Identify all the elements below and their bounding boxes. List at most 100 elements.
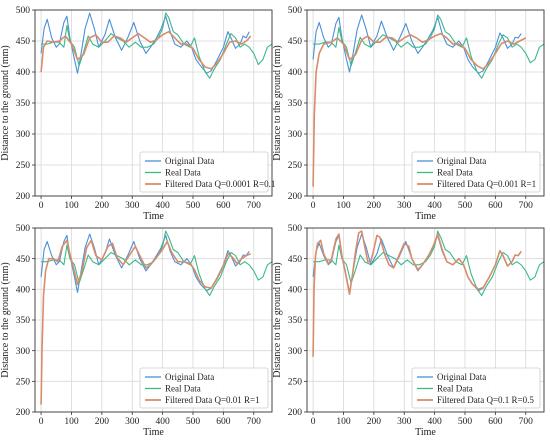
y-tick-label: 500	[16, 6, 31, 16]
y-tick-label: 400	[16, 68, 31, 78]
legend-box	[139, 151, 269, 193]
x-tick-label: 400	[427, 201, 442, 211]
chart-panel-2: 0 100 200 300 400 500 600 700 200 250 300 350 400 450…	[272, 6, 545, 222]
y-tick-label: 200	[288, 192, 303, 202]
y-tick-label: 350	[16, 316, 31, 326]
x-tick-label: 0	[39, 417, 44, 427]
y-tick-label: 200	[16, 408, 31, 418]
chart-panel-3: 0 100 200 300 400 500 600 700 200 250 300 350 400 450…	[0, 224, 273, 438]
x-tick-label: 200	[95, 417, 110, 427]
x-tick-label: 200	[367, 201, 382, 211]
y-tick-label: 300	[16, 130, 31, 140]
legend-label: Original Data	[165, 372, 214, 382]
y-tick-label: 450	[288, 255, 303, 265]
y-tick-label: 500	[16, 224, 31, 234]
x-tick-label: 100	[336, 201, 351, 211]
x-tick-label: 700	[519, 201, 534, 211]
x-tick-label: 400	[155, 417, 170, 427]
y-tick-label: 350	[288, 316, 303, 326]
x-tick-label: 0	[39, 201, 44, 211]
x-tick-label: 300	[125, 417, 140, 427]
x-tick-label: 100	[64, 201, 79, 211]
x-axis-label: Time	[415, 211, 436, 222]
y-tick-label: 250	[288, 378, 303, 388]
y-tick-label: 500	[288, 224, 303, 234]
y-tick-label: 200	[16, 192, 31, 202]
x-tick-label: 500	[458, 417, 473, 427]
legend-label: Filtered Data Q=0.0001 R=0.1	[165, 179, 275, 189]
legend-label: Original Data	[165, 156, 214, 166]
x-tick-label: 100	[336, 417, 351, 427]
series-line-3	[312, 32, 527, 187]
chart-panel-4: 0 100 200 300 400 500 600 700 200 250 300 350 400 450…	[272, 224, 545, 438]
x-tick-label: 0	[311, 201, 316, 211]
y-tick-label: 250	[16, 378, 31, 388]
series-line-3	[40, 239, 251, 405]
x-tick-label: 300	[397, 417, 412, 427]
x-tick-label: 300	[125, 201, 140, 211]
legend-label: Original Data	[437, 156, 486, 166]
x-tick-label: 300	[397, 201, 412, 211]
legend-label: Real Data	[437, 168, 473, 178]
x-tick-label: 700	[247, 201, 262, 211]
x-tick-label: 700	[247, 417, 262, 427]
legend-box	[411, 367, 541, 409]
x-tick-label: 200	[95, 201, 110, 211]
x-tick-label: 400	[155, 201, 170, 211]
x-tick-label: 700	[519, 417, 534, 427]
x-tick-label: 600	[488, 201, 503, 211]
x-tick-label: 600	[488, 417, 503, 427]
legend-label: Real Data	[165, 168, 201, 178]
y-tick-label: 450	[16, 255, 31, 265]
y-tick-label: 200	[288, 408, 303, 418]
y-tick-label: 250	[288, 161, 303, 171]
x-tick-label: 200	[367, 417, 382, 427]
series-line-1	[312, 233, 522, 293]
y-tick-label: 350	[288, 99, 303, 109]
series-line-2	[313, 230, 545, 297]
y-tick-label: 300	[16, 347, 31, 357]
series-line-2	[41, 12, 273, 79]
legend-label: Real Data	[165, 384, 201, 394]
legend-label: Filtered Data Q=0.001 R=1	[437, 179, 536, 189]
chart-panel-1: 0 100 200 300 400 500 600 700 200 250 300 350 400 450…	[0, 6, 275, 222]
y-tick-label: 350	[16, 99, 31, 109]
y-tick-label: 300	[288, 347, 303, 357]
x-axis-label: Time	[143, 211, 164, 222]
x-axis-label: Time	[143, 427, 164, 438]
x-tick-label: 600	[216, 201, 231, 211]
y-axis-label: Distance to the ground (mm)	[272, 45, 283, 161]
legend-label: Filtered Data Q=0.1 R=0.5	[437, 395, 534, 405]
x-tick-label: 500	[458, 201, 473, 211]
x-axis-label: Time	[415, 427, 436, 438]
legend-label: Real Data	[437, 384, 473, 394]
y-tick-label: 450	[16, 37, 31, 47]
y-tick-label: 300	[288, 130, 303, 140]
y-axis-label: Distance to the ground (mm)	[0, 262, 11, 378]
y-tick-label: 400	[288, 286, 303, 296]
x-tick-label: 500	[186, 417, 201, 427]
x-tick-label: 400	[427, 417, 442, 427]
y-tick-label: 400	[288, 68, 303, 78]
x-tick-label: 500	[186, 201, 201, 211]
legend-label: Filtered Data Q=0.01 R=1	[165, 395, 260, 405]
y-axis-label: Distance to the ground (mm)	[0, 45, 11, 161]
y-tick-label: 450	[288, 37, 303, 47]
x-tick-label: 0	[311, 417, 316, 427]
legend-label: Original Data	[437, 372, 486, 382]
legend-box	[411, 151, 541, 193]
series-line-3	[312, 230, 522, 357]
series-line-2	[41, 230, 273, 297]
x-tick-label: 600	[216, 417, 231, 427]
legend-box	[139, 367, 269, 409]
y-tick-label: 500	[288, 6, 303, 16]
x-tick-label: 100	[64, 417, 79, 427]
y-tick-label: 400	[16, 286, 31, 296]
y-axis-label: Distance to the ground (mm)	[272, 262, 283, 378]
y-tick-label: 250	[16, 161, 31, 171]
